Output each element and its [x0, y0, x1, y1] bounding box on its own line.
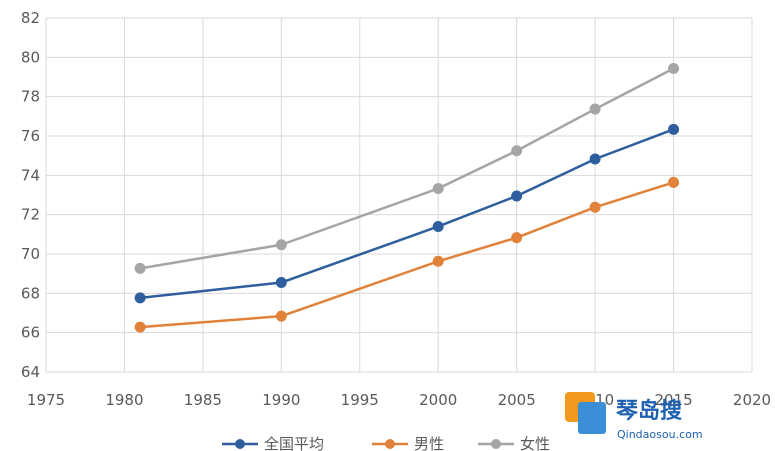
- legend-item: 全国平均: [222, 435, 324, 451]
- y-tick-label: 76: [21, 127, 40, 145]
- data-point: [134, 292, 146, 304]
- data-point: [134, 262, 146, 274]
- x-tick-label: 1995: [341, 391, 379, 409]
- y-tick-label: 78: [21, 88, 40, 106]
- data-point: [275, 239, 287, 251]
- y-tick-label: 66: [21, 324, 40, 342]
- x-tick-label: 1980: [105, 391, 143, 409]
- x-tick-label: 1975: [27, 391, 65, 409]
- series-3: [134, 63, 680, 274]
- data-point: [275, 277, 287, 289]
- series-layer: [134, 63, 680, 333]
- x-tick-label: 2000: [419, 391, 457, 409]
- series-1: [134, 123, 680, 304]
- x-tick-label: 2005: [498, 391, 536, 409]
- watermark: 琴岛搜 Qindaosou.com: [565, 392, 703, 441]
- y-tick-label: 64: [21, 363, 40, 381]
- data-point: [432, 255, 444, 267]
- legend-swatch-marker: [491, 439, 501, 449]
- x-tick-label: 2020: [733, 391, 771, 409]
- x-tick-label: 1990: [262, 391, 300, 409]
- data-point: [589, 201, 601, 213]
- y-axis-ticks: 64 66 68 70 72 74 76 78 80 82: [21, 9, 40, 381]
- legend-swatch-marker: [385, 439, 395, 449]
- legend-swatch-marker: [235, 439, 245, 449]
- y-tick-label: 80: [21, 48, 40, 66]
- legend-label: 男性: [414, 435, 444, 451]
- y-tick-label: 72: [21, 206, 40, 224]
- y-tick-label: 68: [21, 284, 40, 302]
- data-point: [589, 103, 601, 115]
- data-point: [668, 123, 680, 135]
- data-point: [589, 153, 601, 165]
- data-point: [668, 176, 680, 188]
- watermark-logo-accent: [578, 402, 606, 434]
- y-tick-label: 70: [21, 245, 40, 263]
- series-line: [139, 67, 675, 270]
- x-tick-label: 2015: [654, 391, 692, 409]
- series-line: [139, 128, 674, 300]
- legend-label: 女性: [520, 435, 550, 451]
- data-point: [432, 183, 444, 195]
- grid-lines: [45, 17, 753, 373]
- series-2: [134, 176, 680, 333]
- y-tick-label: 74: [21, 166, 40, 184]
- watermark-title: 琴岛搜: [616, 398, 683, 424]
- data-point: [134, 321, 146, 333]
- x-tick-label: 1985: [184, 391, 222, 409]
- data-point: [511, 232, 523, 244]
- data-point: [432, 220, 444, 232]
- data-point: [511, 145, 523, 157]
- legend-item: 男性: [372, 435, 444, 451]
- data-point: [275, 310, 287, 322]
- legend-item: 女性: [478, 435, 550, 451]
- legend: 全国平均 男性 女性: [222, 435, 550, 451]
- y-tick-label: 82: [21, 9, 40, 27]
- series-line: [140, 181, 674, 329]
- legend-label: 全国平均: [264, 435, 324, 451]
- data-point: [668, 63, 680, 75]
- watermark-url: Qindaosou.com: [617, 428, 703, 441]
- data-point: [511, 190, 523, 202]
- x-axis-ticks: 1975 1980 1985 1990 1995 2000 2005 2010 2015 2020: [27, 391, 771, 409]
